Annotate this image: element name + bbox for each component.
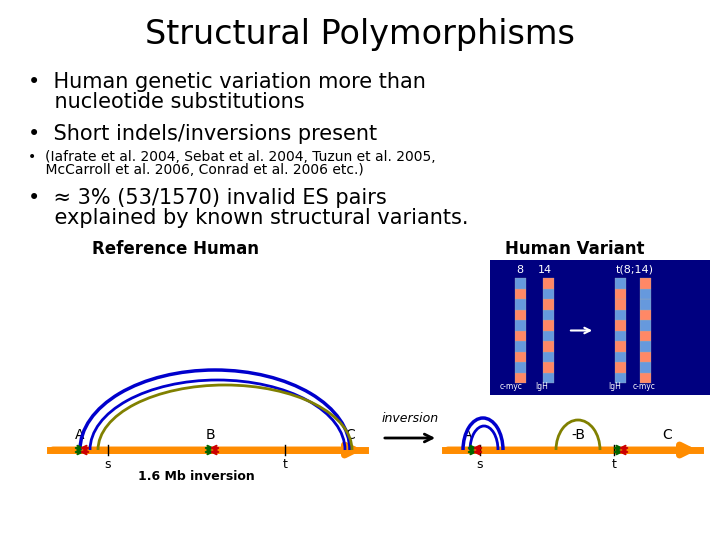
Bar — [542, 299, 554, 309]
Bar — [515, 341, 526, 352]
Bar — [490, 260, 710, 395]
Text: c-myc: c-myc — [633, 382, 656, 391]
Text: s: s — [477, 458, 483, 471]
Bar — [614, 362, 626, 373]
Bar — [639, 330, 650, 341]
Text: •  Short indels/inversions present: • Short indels/inversions present — [28, 124, 377, 144]
Text: c-myc: c-myc — [500, 382, 523, 391]
Bar — [614, 352, 626, 362]
Bar — [515, 309, 526, 320]
Text: Reference Human: Reference Human — [91, 240, 258, 258]
Bar — [614, 309, 626, 320]
Bar — [542, 373, 554, 383]
Bar — [614, 330, 626, 341]
Bar — [614, 288, 626, 299]
Text: 1.6 Mb inversion: 1.6 Mb inversion — [138, 470, 255, 483]
Text: 14: 14 — [538, 265, 552, 275]
Bar — [515, 352, 526, 362]
Bar — [639, 320, 650, 330]
Text: t: t — [282, 458, 287, 471]
Bar — [515, 299, 526, 309]
Text: s: s — [104, 458, 112, 471]
Bar — [639, 362, 650, 373]
Text: Human Variant: Human Variant — [505, 240, 644, 258]
Bar — [639, 373, 650, 383]
Bar — [639, 352, 650, 362]
Text: nucleotide substitutions: nucleotide substitutions — [28, 92, 305, 112]
Bar — [639, 288, 650, 299]
Text: •  (Iafrate et al. 2004, Sebat et al. 2004, Tuzun et al. 2005,: • (Iafrate et al. 2004, Sebat et al. 200… — [28, 150, 436, 164]
Text: t(8;14): t(8;14) — [616, 265, 654, 275]
Text: explained by known structural variants.: explained by known structural variants. — [28, 208, 469, 228]
Bar — [515, 373, 526, 383]
Bar — [639, 299, 650, 309]
Bar — [614, 341, 626, 352]
Text: C: C — [345, 428, 355, 442]
Bar — [639, 278, 650, 288]
Bar — [614, 278, 626, 288]
Text: C: C — [662, 428, 672, 442]
Bar — [639, 309, 650, 320]
Bar — [542, 341, 554, 352]
Text: -B: -B — [571, 428, 585, 442]
Text: IgH: IgH — [535, 382, 548, 391]
Text: t: t — [611, 458, 616, 471]
Text: 8: 8 — [516, 265, 523, 275]
Bar — [614, 373, 626, 383]
Text: •  ≈ 3% (53/1570) invalid ES pairs: • ≈ 3% (53/1570) invalid ES pairs — [28, 188, 387, 208]
Text: •  Human genetic variation more than: • Human genetic variation more than — [28, 72, 426, 92]
Bar — [542, 309, 554, 320]
Bar — [515, 320, 526, 330]
Bar — [614, 299, 626, 309]
Bar — [542, 362, 554, 373]
Bar — [542, 278, 554, 288]
Text: McCarroll et al. 2006, Conrad et al. 2006 etc.): McCarroll et al. 2006, Conrad et al. 200… — [28, 163, 364, 177]
Bar — [542, 320, 554, 330]
Text: IgH: IgH — [608, 382, 621, 391]
Bar — [639, 341, 650, 352]
Bar — [515, 288, 526, 299]
Bar — [515, 278, 526, 288]
Text: B: B — [205, 428, 215, 442]
Text: inversion: inversion — [382, 412, 438, 425]
Bar — [515, 330, 526, 341]
Bar — [515, 362, 526, 373]
Bar — [542, 288, 554, 299]
Text: Structural Polymorphisms: Structural Polymorphisms — [145, 18, 575, 51]
Bar — [542, 352, 554, 362]
Text: A: A — [463, 428, 473, 442]
Text: A: A — [76, 428, 85, 442]
Bar — [614, 320, 626, 330]
Bar — [542, 330, 554, 341]
